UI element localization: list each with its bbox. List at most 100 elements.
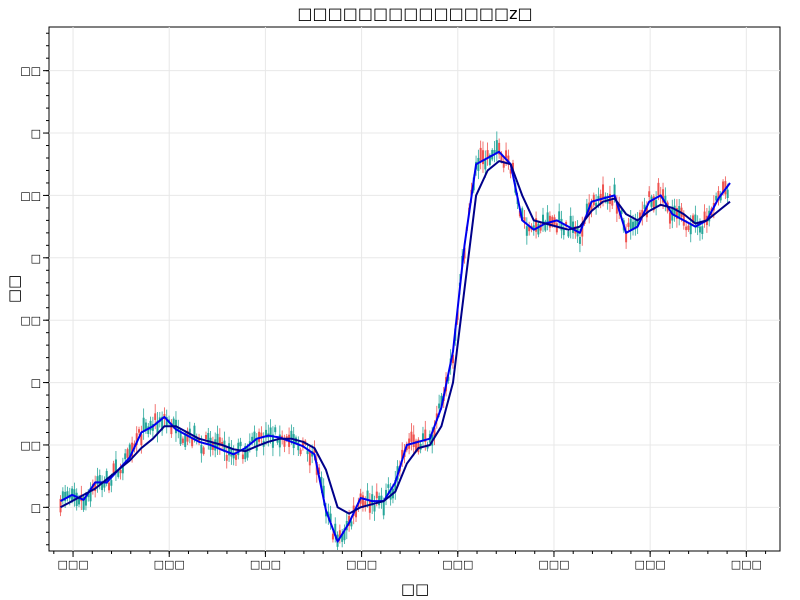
candle-body xyxy=(562,227,565,236)
candle-body xyxy=(523,217,526,222)
candle-body xyxy=(154,413,157,420)
candle-body xyxy=(276,438,279,443)
x-tick-label: □□□ xyxy=(154,558,185,571)
candle-body xyxy=(297,442,300,451)
candle-body xyxy=(509,169,512,174)
x-axis-label: □□ xyxy=(401,580,429,598)
candle-body xyxy=(585,203,588,214)
candle-body xyxy=(558,211,561,221)
candle-body xyxy=(78,497,81,505)
candle-body xyxy=(361,495,364,508)
candle-body xyxy=(343,528,346,541)
candle-body xyxy=(629,218,632,231)
candle-body xyxy=(484,159,487,170)
candle-body xyxy=(373,505,376,512)
y-tick-label: □ xyxy=(31,501,41,514)
plot-area xyxy=(48,26,781,552)
candle-body xyxy=(138,429,141,433)
y-tick-label: □□ xyxy=(20,439,41,452)
y-tick-label: □ xyxy=(31,377,41,390)
candle-body xyxy=(401,449,404,460)
candle-body xyxy=(675,208,678,219)
candle-body xyxy=(73,489,76,501)
candle-body xyxy=(202,447,205,455)
candle-body xyxy=(507,155,510,164)
candle-body xyxy=(569,215,572,230)
y-tick-label: □ xyxy=(31,127,41,140)
candle-body xyxy=(140,434,143,446)
candle-body xyxy=(204,435,207,440)
candle-body xyxy=(535,218,538,232)
candle-body xyxy=(350,521,353,527)
candle-body xyxy=(216,433,219,447)
candle-body xyxy=(244,445,247,460)
candle-body xyxy=(172,418,175,427)
candle-body xyxy=(151,424,154,431)
candle-body xyxy=(539,224,542,231)
candle-body xyxy=(486,150,489,159)
candle-body xyxy=(135,433,138,445)
candle-body xyxy=(648,191,651,197)
grid-layer xyxy=(49,27,780,551)
candle-body xyxy=(500,153,503,162)
candle-body xyxy=(170,422,173,435)
candle-body xyxy=(525,226,528,236)
candle-body xyxy=(643,204,646,209)
candle-body xyxy=(613,184,616,196)
candle-body xyxy=(228,443,231,456)
candle-body xyxy=(385,489,388,499)
candle-body xyxy=(241,454,244,460)
candle-body xyxy=(502,161,505,168)
candle-body xyxy=(410,431,413,442)
candle-body xyxy=(131,442,134,457)
candle-body xyxy=(560,218,563,231)
candle-body xyxy=(329,513,332,522)
candle-body xyxy=(101,482,104,491)
candle-body xyxy=(689,223,692,235)
candle-body xyxy=(117,470,120,477)
candle-body xyxy=(87,493,90,498)
candle-body xyxy=(121,464,124,474)
candle-body xyxy=(209,437,212,450)
x-tick-label: □□□ xyxy=(346,558,377,571)
candle-body xyxy=(387,484,390,488)
y-tick-label: □□ xyxy=(20,314,41,327)
candle-body xyxy=(528,226,531,232)
candle-body xyxy=(662,189,665,203)
candle-body xyxy=(258,431,261,442)
candle-body xyxy=(239,441,242,447)
candle-body xyxy=(255,439,258,451)
candle-body xyxy=(200,444,203,454)
candle-body xyxy=(546,212,549,224)
candle-body xyxy=(98,474,101,484)
candle-body xyxy=(638,212,641,220)
candle-body xyxy=(364,501,367,507)
candle-body xyxy=(179,430,182,445)
candle-body xyxy=(493,150,496,154)
candle-body xyxy=(498,142,501,155)
candle-body xyxy=(246,446,249,458)
candle-body xyxy=(698,226,701,233)
candle-body xyxy=(188,428,191,437)
candle-body xyxy=(126,449,129,458)
candle-body xyxy=(301,440,304,448)
candle-body xyxy=(156,420,159,434)
candle-body xyxy=(260,432,263,439)
candle-body xyxy=(417,439,420,453)
candle-body xyxy=(685,226,688,231)
candle-body xyxy=(440,395,443,408)
candle-body xyxy=(602,184,605,199)
candle-body xyxy=(581,225,584,237)
candle-body xyxy=(694,214,697,224)
candle-body xyxy=(264,429,267,438)
candle-body xyxy=(124,453,127,460)
candle-body xyxy=(147,426,150,435)
candle-body xyxy=(89,487,92,502)
candle-body xyxy=(274,427,277,433)
x-tick-label: □□□ xyxy=(442,558,473,571)
candle-body xyxy=(251,436,254,442)
candle-body xyxy=(278,434,281,448)
candle-body xyxy=(652,196,655,211)
candle-body xyxy=(415,440,418,451)
